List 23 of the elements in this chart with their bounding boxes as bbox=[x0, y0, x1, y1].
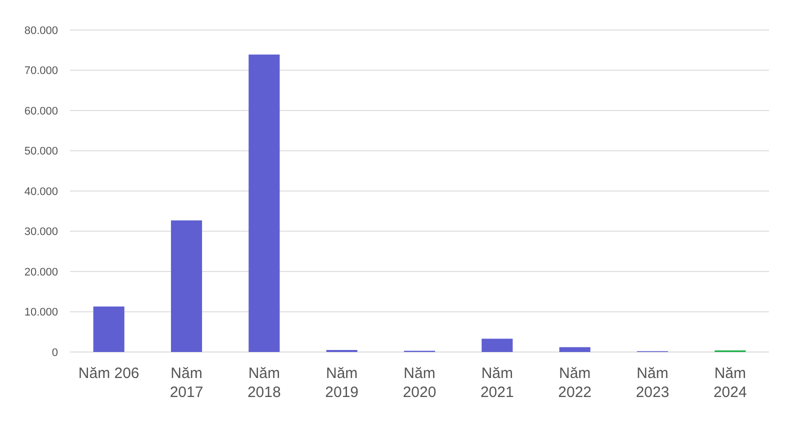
x-tick-label: Năm 2022 bbox=[558, 365, 592, 401]
bar bbox=[93, 306, 124, 352]
bar bbox=[170, 220, 202, 352]
y-tick-label: 40.000 bbox=[24, 186, 58, 198]
x-tick-label: Năm 2021 bbox=[480, 365, 514, 401]
y-tick-label: 30.000 bbox=[24, 226, 58, 238]
y-tick-label: 0 bbox=[52, 346, 58, 359]
x-tick-label: Năm 2023 bbox=[636, 365, 670, 401]
x-tick-label: Năm 2020 bbox=[402, 365, 436, 401]
x-tick-label: Năm 2018 bbox=[247, 365, 281, 401]
x-tick-label: Năm 206 bbox=[78, 365, 140, 382]
x-tick-label: Năm 2017 bbox=[170, 365, 204, 401]
y-tick-label: 10.000 bbox=[24, 306, 58, 319]
y-tick-label: 20.000 bbox=[24, 266, 58, 278]
x-tick-label: Năm 2019 bbox=[325, 365, 359, 401]
y-tick-label: 80.000 bbox=[24, 24, 58, 37]
bar bbox=[482, 338, 513, 352]
y-tick-label: 60.000 bbox=[24, 105, 58, 118]
bar bbox=[248, 54, 280, 352]
x-tick-label: Năm 2024 bbox=[713, 365, 747, 401]
y-tick-label: 50.000 bbox=[24, 146, 58, 158]
bar bbox=[559, 347, 590, 352]
y-tick-label: 70.000 bbox=[24, 65, 58, 78]
